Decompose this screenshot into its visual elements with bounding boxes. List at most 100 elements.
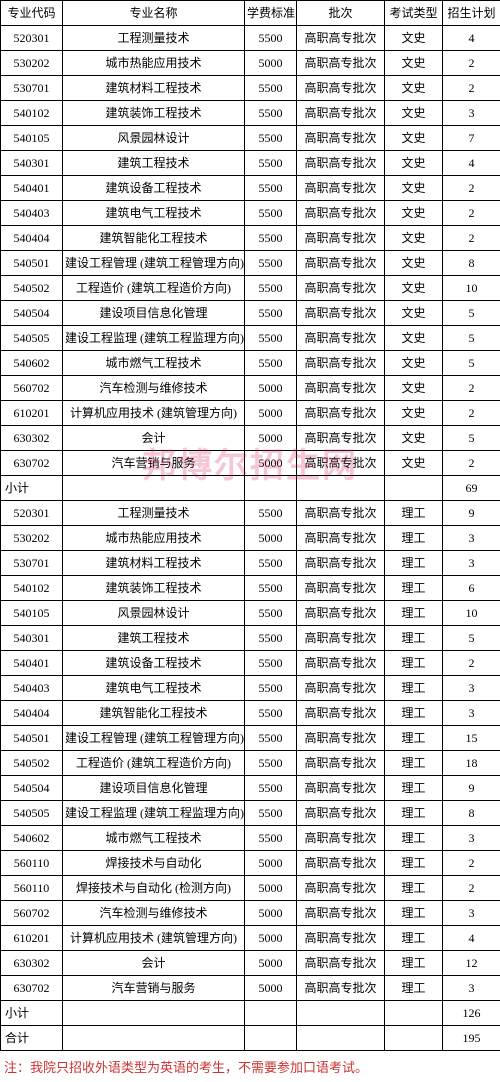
- total-value: 195: [443, 1026, 500, 1051]
- cell-plan: 2: [443, 376, 500, 401]
- table-row: 630302会计5000高职高专批次理工12: [1, 951, 500, 976]
- cell-batch: 高职高专批次: [297, 101, 385, 126]
- cell-batch: 高职高专批次: [297, 151, 385, 176]
- cell-plan: 5: [443, 326, 500, 351]
- cell-batch: 高职高专批次: [297, 726, 385, 751]
- cell-code: 540301: [1, 151, 63, 176]
- subtotal-science: 小计 126: [1, 1001, 500, 1026]
- cell-code: 630302: [1, 951, 63, 976]
- total-blank: [245, 1026, 297, 1051]
- cell-name: 汽车检测与维修技术: [63, 901, 245, 926]
- cell-plan: 8: [443, 251, 500, 276]
- cell-code: 540403: [1, 676, 63, 701]
- cell-examtype: 文史: [385, 351, 443, 376]
- cell-batch: 高职高专批次: [297, 576, 385, 601]
- cell-batch: 高职高专批次: [297, 851, 385, 876]
- cell-name: 风景园林设计: [63, 126, 245, 151]
- cell-plan: 4: [443, 26, 500, 51]
- cell-fee: 5500: [245, 576, 297, 601]
- cell-name: 会计: [63, 951, 245, 976]
- cell-name: 建筑材料工程技术: [63, 551, 245, 576]
- admissions-table: 专业代码专业名称学费标准批次考试类型招生计划 520301工程测量技术5500高…: [0, 0, 500, 1051]
- cell-name: 建筑装饰工程技术: [63, 101, 245, 126]
- cell-batch: 高职高专批次: [297, 776, 385, 801]
- total-row: 合计 195: [1, 1026, 500, 1051]
- table-row: 540501建设工程管理 (建筑工程管理方向)5500高职高专批次理工15: [1, 726, 500, 751]
- cell-examtype: 理工: [385, 926, 443, 951]
- cell-examtype: 文史: [385, 326, 443, 351]
- cell-fee: 5500: [245, 226, 297, 251]
- cell-batch: 高职高专批次: [297, 51, 385, 76]
- cell-name: 建筑智能化工程技术: [63, 701, 245, 726]
- cell-name: 建筑工程技术: [63, 151, 245, 176]
- cell-code: 530202: [1, 526, 63, 551]
- cell-plan: 3: [443, 826, 500, 851]
- cell-name: 工程造价 (建筑工程造价方向): [63, 751, 245, 776]
- cell-plan: 5: [443, 426, 500, 451]
- cell-name: 建设项目信息化管理: [63, 301, 245, 326]
- cell-code: 540404: [1, 226, 63, 251]
- cell-plan: 2: [443, 651, 500, 676]
- cell-examtype: 理工: [385, 676, 443, 701]
- subtotal-value: 126: [443, 1001, 500, 1026]
- cell-batch: 高职高专批次: [297, 451, 385, 476]
- cell-fee: 5500: [245, 326, 297, 351]
- cell-name: 建设项目信息化管理: [63, 776, 245, 801]
- cell-examtype: 理工: [385, 626, 443, 651]
- cell-code: 540401: [1, 176, 63, 201]
- cell-fee: 5500: [245, 751, 297, 776]
- cell-batch: 高职高专批次: [297, 26, 385, 51]
- col-header-batch: 批次: [297, 1, 385, 26]
- cell-name: 建筑设备工程技术: [63, 176, 245, 201]
- cell-batch: 高职高专批次: [297, 351, 385, 376]
- cell-plan: 18: [443, 751, 500, 776]
- table-row: 560110焊接技术与自动化5000高职高专批次理工2: [1, 851, 500, 876]
- cell-examtype: 文史: [385, 126, 443, 151]
- cell-code: 540102: [1, 576, 63, 601]
- cell-code: 540403: [1, 201, 63, 226]
- cell-name: 焊接技术与自动化 (检测方向): [63, 876, 245, 901]
- cell-batch: 高职高专批次: [297, 801, 385, 826]
- cell-fee: 5500: [245, 351, 297, 376]
- cell-examtype: 文史: [385, 26, 443, 51]
- cell-fee: 5500: [245, 701, 297, 726]
- cell-batch: 高职高专批次: [297, 301, 385, 326]
- cell-code: 540501: [1, 251, 63, 276]
- cell-plan: 2: [443, 876, 500, 901]
- cell-plan: 2: [443, 401, 500, 426]
- cell-batch: 高职高专批次: [297, 276, 385, 301]
- footer-note: 注：我院只招收外语类型为英语的考生，不需要参加口语考试。: [0, 1051, 500, 1082]
- cell-batch: 高职高专批次: [297, 751, 385, 776]
- table-row: 530202城市热能应用技术5000高职高专批次文史2: [1, 51, 500, 76]
- table-row: 540502工程造价 (建筑工程造价方向)5500高职高专批次理工18: [1, 751, 500, 776]
- cell-plan: 3: [443, 101, 500, 126]
- cell-plan: 5: [443, 626, 500, 651]
- cell-plan: 2: [443, 51, 500, 76]
- cell-code: 540602: [1, 826, 63, 851]
- cell-batch: 高职高专批次: [297, 626, 385, 651]
- cell-code: 520301: [1, 26, 63, 51]
- table-row: 560702汽车检测与维修技术5000高职高专批次文史2: [1, 376, 500, 401]
- cell-examtype: 理工: [385, 901, 443, 926]
- cell-batch: 高职高专批次: [297, 126, 385, 151]
- cell-batch: 高职高专批次: [297, 376, 385, 401]
- subtotal-blank: [63, 1001, 245, 1026]
- subtotal-value: 69: [443, 476, 500, 501]
- cell-plan: 5: [443, 351, 500, 376]
- cell-fee: 5000: [245, 526, 297, 551]
- cell-code: 630702: [1, 451, 63, 476]
- cell-code: 540501: [1, 726, 63, 751]
- cell-batch: 高职高专批次: [297, 651, 385, 676]
- table-row: 540401建筑设备工程技术5500高职高专批次文史2: [1, 176, 500, 201]
- total-blank: [385, 1026, 443, 1051]
- table-row: 540504建设项目信息化管理5500高职高专批次理工9: [1, 776, 500, 801]
- cell-code: 560110: [1, 851, 63, 876]
- table-row: 540102建筑装饰工程技术5500高职高专批次理工6: [1, 576, 500, 601]
- cell-plan: 2: [443, 176, 500, 201]
- cell-fee: 5500: [245, 276, 297, 301]
- cell-examtype: 文史: [385, 226, 443, 251]
- col-header-name: 专业名称: [63, 1, 245, 26]
- cell-fee: 5500: [245, 26, 297, 51]
- cell-batch: 高职高专批次: [297, 701, 385, 726]
- cell-name: 工程造价 (建筑工程造价方向): [63, 276, 245, 301]
